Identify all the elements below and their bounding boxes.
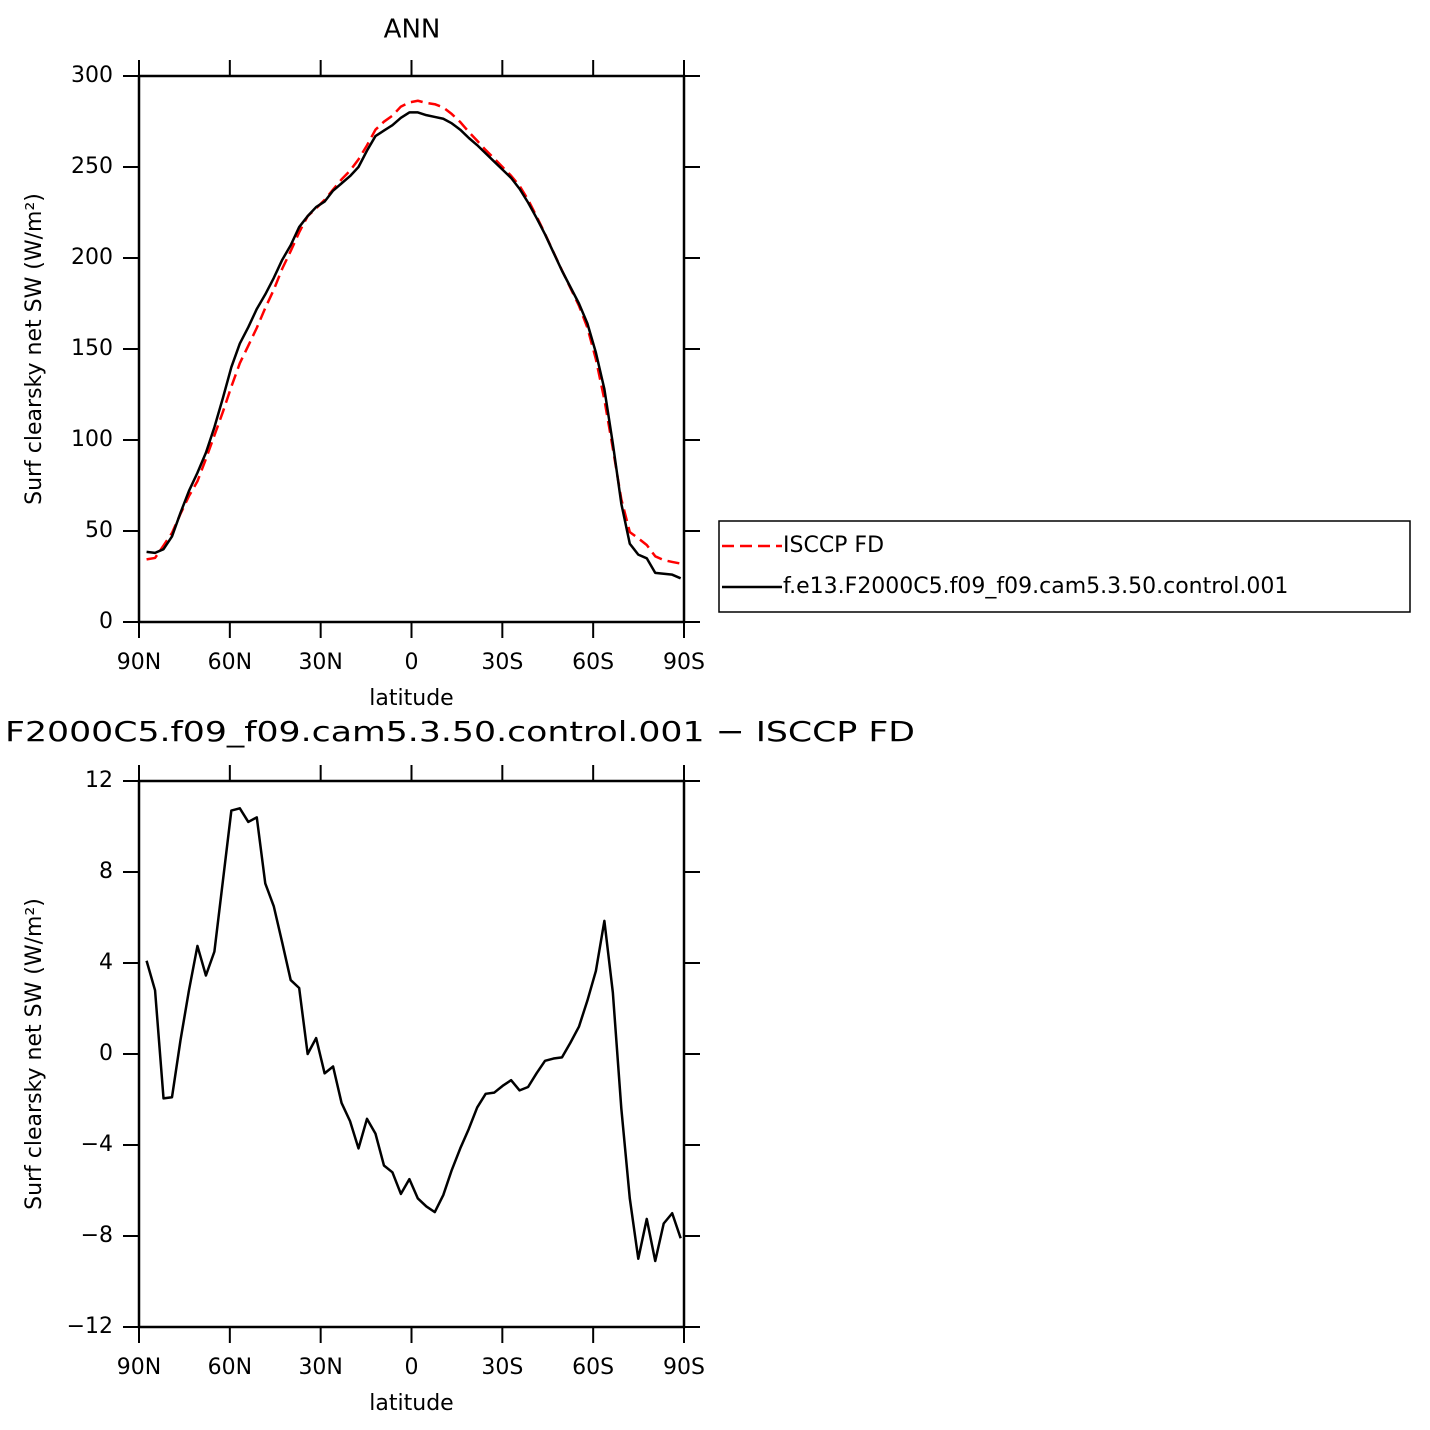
y-axis-label: Surf clearsky net SW (W/m²) (22, 898, 47, 1210)
legend-label: f.e13.F2000C5.f09_f09.cam5.3.50.control.… (783, 574, 1288, 599)
x-tick-label: 60N (208, 650, 252, 675)
y-tick-label: 250 (71, 154, 113, 179)
plot-frame (137, 74, 686, 624)
y-tick-label: 12 (85, 768, 113, 793)
x-tick-label: 30S (481, 650, 523, 675)
legend-box (718, 520, 1411, 613)
data-line (146, 99, 681, 565)
x-tick-label: 90N (117, 1355, 161, 1380)
x-axis-label: latitude (369, 686, 453, 711)
x-tick-label: 0 (405, 1355, 419, 1380)
y-tick-label: 150 (71, 336, 113, 361)
data-line (145, 807, 682, 1263)
x-tick-label: 90S (663, 1355, 705, 1380)
y-tick-label: −12 (67, 1314, 113, 1339)
data-line (146, 111, 682, 580)
x-tick-label: 0 (405, 650, 419, 675)
x-tick-label: 60S (572, 1355, 614, 1380)
y-axis-label: Surf clearsky net SW (W/m²) (22, 193, 47, 505)
x-tick-label: 90N (117, 650, 161, 675)
y-tick-label: 8 (99, 859, 113, 884)
y-tick-label: 300 (71, 63, 113, 88)
y-tick-label: 50 (85, 518, 113, 543)
y-tick-label: 100 (71, 427, 113, 452)
chart-title: ANN (384, 15, 441, 45)
x-tick-label: 30S (481, 1355, 523, 1380)
y-tick-label: −4 (81, 1132, 113, 1157)
x-tick-label: 30N (298, 650, 342, 675)
x-tick-label: 30N (298, 1355, 342, 1380)
chart-title: F2000C5.f09_f09.cam5.3.50.control.001 − … (5, 715, 915, 748)
x-tick-label: 90S (663, 650, 705, 675)
y-tick-label: −8 (81, 1223, 113, 1248)
y-tick-label: 4 (99, 950, 113, 975)
y-tick-label: 0 (99, 1041, 113, 1066)
legend-label: ISCCP FD (783, 533, 884, 558)
y-tick-label: 0 (99, 609, 113, 634)
x-axis-label: latitude (369, 1391, 453, 1416)
y-tick-label: 200 (71, 245, 113, 270)
plot-frame (137, 779, 686, 1329)
x-tick-label: 60S (572, 650, 614, 675)
x-tick-label: 60N (208, 1355, 252, 1380)
